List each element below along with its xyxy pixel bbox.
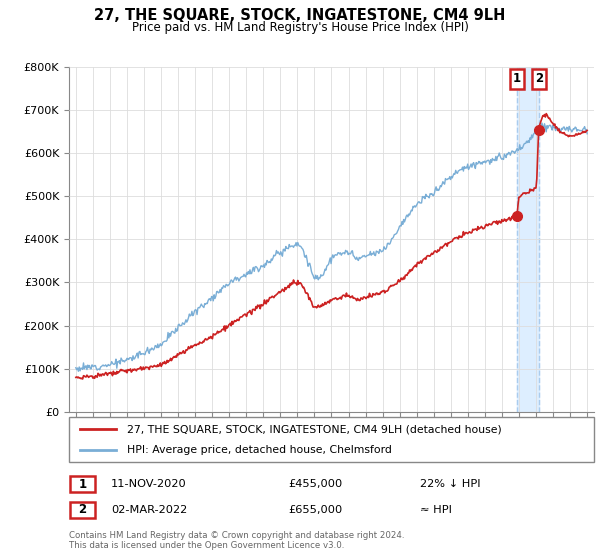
Text: ≈ HPI: ≈ HPI xyxy=(420,505,452,515)
Text: 22% ↓ HPI: 22% ↓ HPI xyxy=(420,479,481,489)
Text: £455,000: £455,000 xyxy=(288,479,342,489)
FancyBboxPatch shape xyxy=(70,477,95,492)
Text: £655,000: £655,000 xyxy=(288,505,342,515)
Text: 27, THE SQUARE, STOCK, INGATESTONE, CM4 9LH: 27, THE SQUARE, STOCK, INGATESTONE, CM4 … xyxy=(94,8,506,24)
Text: Contains HM Land Registry data © Crown copyright and database right 2024.
This d: Contains HM Land Registry data © Crown c… xyxy=(69,531,404,550)
Text: 2: 2 xyxy=(79,503,86,516)
Text: 1: 1 xyxy=(513,72,521,85)
FancyBboxPatch shape xyxy=(69,417,594,462)
FancyBboxPatch shape xyxy=(70,502,95,517)
Text: 2: 2 xyxy=(535,72,543,85)
Text: 1: 1 xyxy=(79,478,86,491)
Text: 02-MAR-2022: 02-MAR-2022 xyxy=(111,505,187,515)
Text: HPI: Average price, detached house, Chelmsford: HPI: Average price, detached house, Chel… xyxy=(127,445,392,455)
Text: Price paid vs. HM Land Registry's House Price Index (HPI): Price paid vs. HM Land Registry's House … xyxy=(131,21,469,34)
Text: 27, THE SQUARE, STOCK, INGATESTONE, CM4 9LH (detached house): 27, THE SQUARE, STOCK, INGATESTONE, CM4 … xyxy=(127,424,502,435)
Bar xyxy=(517,67,539,412)
Text: 11-NOV-2020: 11-NOV-2020 xyxy=(111,479,187,489)
